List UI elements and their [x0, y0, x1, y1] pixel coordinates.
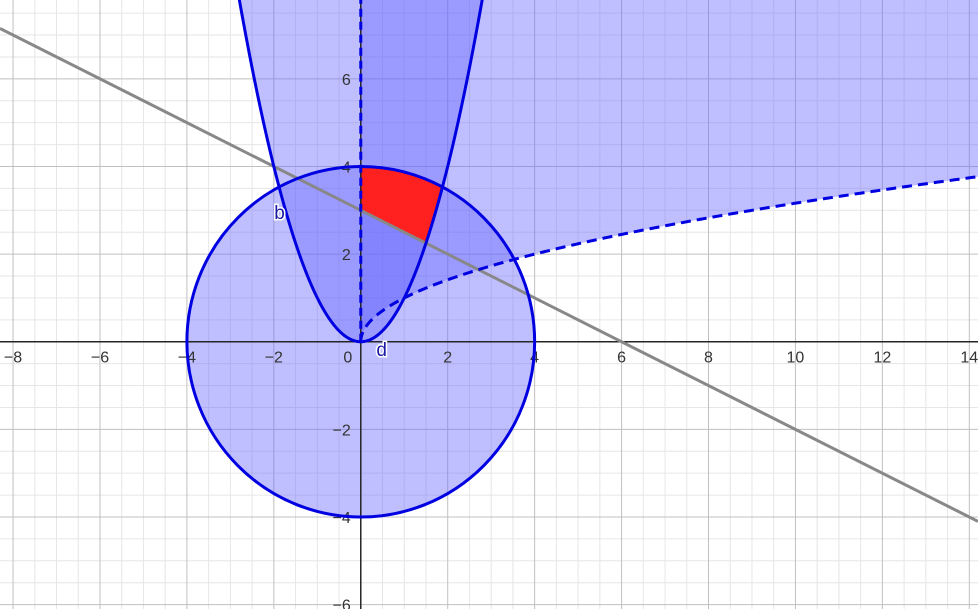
- x-tick-label: −8: [4, 350, 22, 367]
- y-tick-label: −6: [333, 598, 351, 609]
- object-labels: b d: [273, 202, 389, 363]
- x-tick-label: 6: [617, 350, 626, 367]
- x-tick-label: −2: [265, 350, 283, 367]
- line-object[interactable]: [0, 27, 978, 523]
- curves: [0, 0, 978, 523]
- above-sqrt-curve-region[interactable]: [360, 0, 978, 342]
- label-d[interactable]: d: [375, 339, 389, 363]
- label-b[interactable]: b: [273, 202, 287, 226]
- x-tick-label: 10: [787, 350, 805, 367]
- x-tick-label: 2: [443, 350, 452, 367]
- highlight-region[interactable]: [360, 166, 443, 244]
- circle-object[interactable]: [185, 164, 537, 519]
- y-tick-label: 6: [342, 72, 351, 89]
- y-tick-label: −2: [333, 422, 351, 439]
- x-tick-label: 12: [873, 350, 891, 367]
- shaded-regions: [186, 0, 978, 517]
- x-tick-label: 0: [343, 350, 352, 367]
- x-tick-label: 8: [704, 350, 713, 367]
- y-tick-label: 2: [342, 247, 351, 264]
- y-tick-label: −4: [333, 510, 351, 527]
- sqrt-curve-d[interactable]: [359, 174, 978, 342]
- x-tick-label: −6: [91, 350, 109, 367]
- x-tick-label: 14: [960, 350, 978, 367]
